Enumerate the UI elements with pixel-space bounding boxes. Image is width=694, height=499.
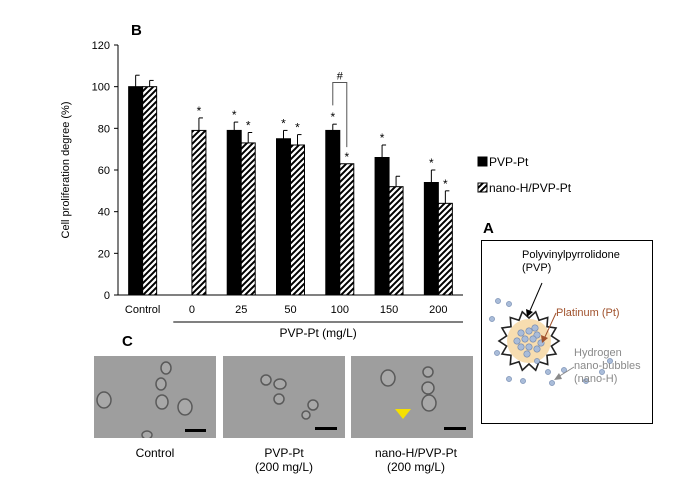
hydrogen-nanobubble	[549, 380, 555, 386]
significance-mark: *	[344, 150, 349, 164]
platinum-cluster	[531, 324, 539, 332]
nanoparticle-core	[507, 319, 551, 363]
significance-mark: *	[380, 131, 385, 145]
x-tick-label: Control	[125, 304, 160, 316]
hydrogen-nanobubble	[520, 378, 526, 384]
y-axis-label: Cell proliferation degree (%)	[60, 102, 72, 239]
significance-bracket	[332, 82, 348, 148]
caption-control: Control	[135, 446, 175, 460]
micrograph-control-cells	[96, 361, 206, 438]
hydrogen-nanobubble	[583, 378, 589, 384]
x-tick-label: 100	[331, 304, 349, 316]
bar-pvp-pt	[226, 129, 242, 296]
micrograph-control	[94, 356, 216, 438]
bar-pvp-pt	[128, 86, 144, 296]
significance-mark: *	[429, 156, 434, 170]
legend-label: PVP-Pt	[489, 155, 529, 169]
nanoparticle-diagram: Polyvinylpyrrolidone (PVP) Platinum (Pt)…	[481, 240, 653, 424]
bar-nano-h-pvp-pt	[290, 144, 305, 296]
significance-mark: *	[443, 177, 448, 191]
x-tick-label: 150	[380, 304, 398, 316]
panel-label-a: A	[483, 220, 494, 237]
significance-hash: #	[337, 71, 344, 83]
hydrogen-nanobubble	[545, 369, 551, 375]
platinum-cluster	[525, 343, 533, 351]
x-tick-label: 25	[235, 304, 247, 316]
hydrogen-nanobubble	[506, 301, 512, 307]
y-tick-label: 20	[98, 248, 110, 260]
platinum-cluster	[533, 345, 541, 353]
hydrogen-nanobubble	[599, 369, 605, 375]
legend-label: nano-H/PVP-Pt	[489, 181, 572, 195]
bar-pvp-pt	[374, 157, 390, 296]
hydrogen-nanobubble	[489, 316, 495, 322]
x-tick-label: 200	[429, 304, 447, 316]
hydrogen-nanobubble	[561, 367, 567, 373]
pvp-polymer-shell	[497, 310, 561, 372]
platinum-cluster	[525, 327, 533, 335]
micrograph-nano-h-cells	[380, 366, 466, 430]
legend-swatch	[477, 182, 488, 193]
pvp-pointer-head	[526, 309, 533, 317]
micrograph-pvp-pt-cells	[260, 374, 337, 430]
bar-nano-h-pvp-pt	[388, 186, 404, 296]
caption-nano-h-pvp-pt: nano-H/PVP-Pt (200 mg/L)	[374, 446, 458, 474]
platinum-cluster	[517, 329, 525, 337]
hydrogen-nanobubble	[506, 376, 512, 382]
arrowhead-marker	[395, 409, 411, 419]
platinum-cluster	[529, 335, 537, 343]
hydrogen-nanobubble	[534, 358, 540, 364]
significance-mark: *	[330, 110, 335, 124]
y-tick-label: 60	[98, 165, 110, 177]
bar-chart: 0 20 40 60 80 100 120 Cell proliferation degree…	[60, 40, 572, 340]
bar-nano-h-pvp-pt	[437, 202, 453, 296]
hydrogen-pointer-line	[557, 366, 575, 378]
hydrogen-nanobubble	[495, 298, 501, 304]
x-tick-label: 0	[189, 304, 195, 316]
y-tick-label: 80	[98, 123, 110, 135]
bar-nano-h-pvp-pt	[142, 86, 158, 296]
significance-mark: *	[246, 119, 251, 133]
bar-pvp-pt	[423, 182, 439, 296]
hydrogen-nanobubble	[607, 358, 613, 364]
panel-label-b: B	[131, 22, 142, 39]
y-tick-label: 120	[92, 40, 110, 52]
platinum-pointer-head	[541, 335, 548, 343]
pvp-label: Polyvinylpyrrolidone (PVP)	[522, 249, 620, 274]
platinum-cluster	[517, 343, 525, 351]
y-tick-label: 40	[98, 207, 110, 219]
significance-mark: *	[281, 116, 286, 130]
y-tick-label: 0	[104, 290, 110, 302]
hydrogen-nanobubble	[494, 350, 500, 356]
bar-nano-h-pvp-pt	[191, 129, 207, 296]
pvp-pointer-line	[528, 282, 543, 314]
platinum-pointer-line	[543, 312, 557, 340]
platinum-cluster	[513, 337, 521, 345]
legend-swatch	[477, 156, 488, 167]
caption-pvp-pt: PVP-Pt (200 mg/L)	[254, 446, 314, 474]
y-tick-label: 100	[92, 82, 110, 94]
platinum-cluster	[521, 335, 529, 343]
micrograph-pvp-pt	[223, 356, 345, 438]
bar-pvp-pt	[276, 138, 291, 296]
hydrogen-label: Hydrogen nano-bubbles (nano-H)	[574, 347, 641, 385]
bar-nano-h-pvp-pt	[339, 163, 355, 296]
nanoparticle-illustration	[489, 282, 613, 386]
bar-nano-h-pvp-pt	[240, 142, 256, 296]
micrograph-nano-h-pvp-pt	[351, 356, 473, 438]
bar-pvp-pt	[325, 129, 341, 296]
significance-mark: *	[232, 108, 237, 122]
platinum-cluster	[523, 350, 531, 358]
x-axis-label: PVP-Pt (mg/L)	[279, 326, 356, 340]
panel-label-c: C	[122, 333, 133, 350]
significance-mark: *	[197, 104, 202, 118]
x-tick-label: 50	[284, 304, 296, 316]
platinum-label: Platinum (Pt)	[556, 307, 620, 319]
significance-mark: *	[295, 121, 300, 135]
hydrogen-pointer-head	[554, 373, 562, 380]
